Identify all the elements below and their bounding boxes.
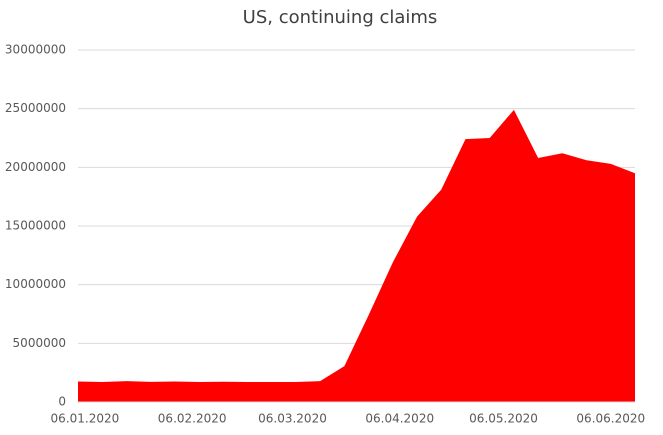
x-tick-label: 06.06.2020 [576, 412, 645, 426]
x-tick-label: 06.02.2020 [158, 412, 227, 426]
x-tick-label: 06.01.2020 [51, 412, 120, 426]
x-tick-label: 06.04.2020 [365, 412, 434, 426]
y-tick-label: 0 [58, 395, 66, 409]
y-tick-label: 5000000 [13, 336, 66, 350]
y-tick-label: 30000000 [5, 43, 66, 57]
y-tick-label: 10000000 [5, 277, 66, 291]
area [78, 109, 635, 402]
y-tick-label: 15000000 [5, 219, 66, 233]
y-tick-label: 25000000 [5, 101, 66, 115]
x-tick-label: 06.03.2020 [258, 412, 327, 426]
x-tick-label: 06.05.2020 [469, 412, 538, 426]
y-tick-label: 20000000 [5, 160, 66, 174]
chart-title: US, continuing claims [243, 7, 438, 28]
